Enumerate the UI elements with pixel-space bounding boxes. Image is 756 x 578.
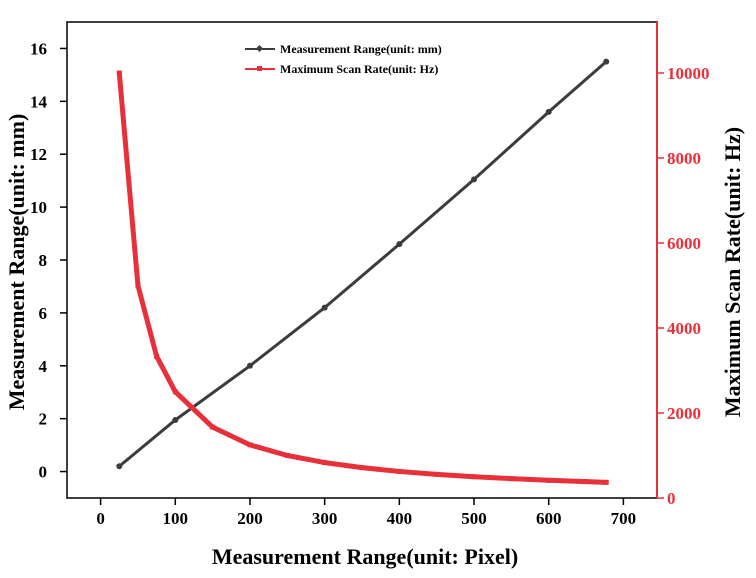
left-y-tick-label: 8	[39, 251, 48, 270]
legend: Measurement Range(unit: mm) Maximum Scan…	[245, 42, 442, 76]
x-tick-label: 400	[387, 509, 413, 528]
x-tick-label: 500	[461, 509, 487, 528]
right-y-tick-label: 4000	[667, 319, 701, 338]
series-rate-point	[434, 471, 440, 477]
series-rate-point	[154, 353, 160, 359]
series-rate-point	[396, 468, 402, 474]
series-rate-point	[583, 479, 589, 485]
series-rate-point	[284, 453, 290, 458]
left-y-tick-label: 2	[39, 410, 48, 429]
series-rate-point	[210, 424, 216, 430]
x-tick-label: 600	[536, 509, 562, 528]
left-y-axis-ticks: 0 2 4 6 8 10 12 14 16	[30, 39, 67, 482]
series-rate-point	[116, 70, 122, 76]
x-tick-label: 300	[312, 509, 338, 528]
left-y-tick-label: 0	[39, 463, 48, 482]
legend-label-rate: Maximum Scan Rate(unit: Hz)	[280, 62, 438, 76]
series-rate-point	[508, 476, 514, 482]
right-y-tick-label: 0	[667, 489, 676, 508]
x-axis-title: Measurement Range(unit: Pixel)	[212, 544, 518, 569]
series-rate-point	[135, 283, 141, 288]
series-rate-line	[116, 72, 607, 485]
legend-marker-rate	[257, 66, 262, 71]
right-y-tick-label: 2000	[667, 404, 701, 423]
series-range-point	[116, 463, 123, 470]
series-rate-point	[359, 465, 365, 471]
series-range-line	[118, 60, 608, 468]
left-y-tick-label: 16	[30, 39, 47, 58]
series-rate-point	[172, 389, 178, 395]
x-tick-label: 0	[96, 509, 105, 528]
x-axis-ticks: 0 100 200 300 400 500 600 700	[96, 498, 636, 528]
series-rate-point	[546, 477, 552, 483]
series-layer	[116, 58, 610, 485]
series-range-point	[471, 176, 478, 183]
left-y-tick-label: 12	[30, 145, 47, 164]
left-y-axis-title: Measurement Range(unit: mm)	[4, 114, 29, 411]
legend-marker-range	[255, 44, 264, 53]
right-y-axis-ticks: 0 2000 4000 6000 8000 10000	[657, 64, 710, 508]
series-range-point	[545, 108, 552, 115]
x-tick-label: 200	[237, 509, 263, 528]
left-y-tick-label: 6	[39, 304, 48, 323]
series-rate-point	[247, 442, 253, 448]
left-y-tick-label: 4	[39, 357, 48, 376]
series-range-point	[172, 416, 179, 423]
series-rate-point	[471, 474, 477, 480]
series-range-point	[396, 241, 403, 248]
x-tick-label: 700	[611, 509, 637, 528]
right-y-tick-label: 6000	[667, 234, 701, 253]
x-tick-label: 100	[163, 509, 189, 528]
legend-label-range: Measurement Range(unit: mm)	[280, 42, 442, 56]
series-range-point	[321, 304, 328, 311]
series-range-point	[603, 58, 610, 65]
series-range-point	[246, 362, 253, 369]
series-rate-point	[603, 479, 609, 485]
right-y-axis-title: Maximum Scan Rate(unit: Hz)	[720, 127, 745, 417]
left-y-tick-label: 10	[30, 198, 47, 217]
right-y-tick-label: 10000	[667, 64, 710, 83]
left-y-tick-label: 14	[30, 92, 48, 111]
series-rate-point	[322, 460, 328, 466]
right-y-tick-label: 8000	[667, 149, 701, 168]
